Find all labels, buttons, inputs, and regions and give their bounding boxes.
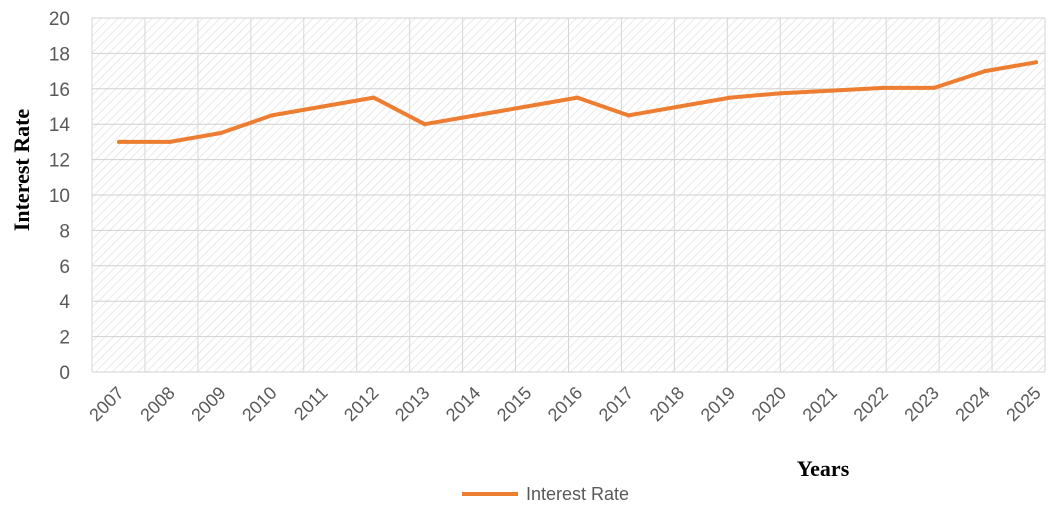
data-point (524, 104, 529, 109)
y-tick-label: 10 (49, 186, 70, 207)
y-tick-label: 4 (59, 292, 70, 313)
data-point (371, 95, 376, 100)
data-point (473, 113, 478, 118)
y-tick-label: 16 (49, 80, 70, 101)
data-point (728, 95, 733, 100)
legend: Interest Rate (462, 484, 629, 504)
y-tick-label: 2 (59, 328, 70, 349)
x-tick-label: 2011 (290, 383, 332, 425)
series-lines (117, 60, 1038, 144)
x-tick-label: 2024 (951, 383, 993, 425)
x-tick-label: 2016 (544, 383, 586, 425)
data-point (779, 91, 784, 96)
data-point (218, 131, 223, 135)
x-tick-label: 2022 (850, 383, 892, 425)
x-tick-label: 2009 (187, 383, 229, 425)
x-tick-label: 2019 (697, 383, 739, 425)
data-point (983, 69, 988, 74)
y-axis-title: Interest Rate (9, 109, 34, 232)
data-point (575, 95, 580, 100)
x-tick-label: 2020 (748, 383, 790, 425)
data-point (320, 104, 325, 109)
x-tick-label: 2010 (238, 383, 280, 425)
data-point (422, 122, 427, 127)
data-point (830, 88, 835, 93)
x-tick-label: 2021 (799, 383, 841, 425)
x-tick-label: 2025 (1002, 383, 1044, 425)
x-tick-label: 2017 (595, 383, 637, 425)
y-tick-label: 14 (49, 115, 71, 136)
x-tick-label: 2012 (340, 383, 382, 425)
data-point (269, 113, 274, 118)
y-tick-label: 12 (49, 151, 70, 172)
x-tick-label: 2013 (391, 383, 433, 425)
x-tick-label: 2008 (136, 383, 178, 425)
legend-label: Interest Rate (526, 484, 629, 504)
data-point (167, 139, 172, 144)
x-tick-label: 2015 (493, 383, 535, 425)
y-tick-label: 8 (59, 221, 70, 242)
y-axis-ticks: 0 2 4 6 8 10 12 14 16 18 20 (49, 9, 71, 384)
data-point (626, 113, 631, 118)
x-axis-title: Years (797, 456, 850, 481)
x-tick-label: 2023 (900, 383, 942, 425)
data-point (932, 85, 937, 90)
x-tick-label: 2018 (646, 383, 688, 425)
y-tick-label: 20 (49, 9, 70, 30)
x-axis-ticks: 2007 2008 2009 2010 2011 2012 2013 2014 2015 2016… (85, 383, 1044, 425)
data-point (677, 104, 682, 109)
data-point (1034, 60, 1038, 65)
y-tick-label: 6 (59, 257, 70, 278)
x-tick-label: 2007 (85, 383, 127, 425)
data-point (117, 139, 121, 144)
data-point (881, 85, 886, 90)
y-tick-label: 0 (59, 363, 70, 384)
x-tick-label: 2014 (442, 383, 484, 425)
y-tick-label: 18 (49, 44, 70, 65)
